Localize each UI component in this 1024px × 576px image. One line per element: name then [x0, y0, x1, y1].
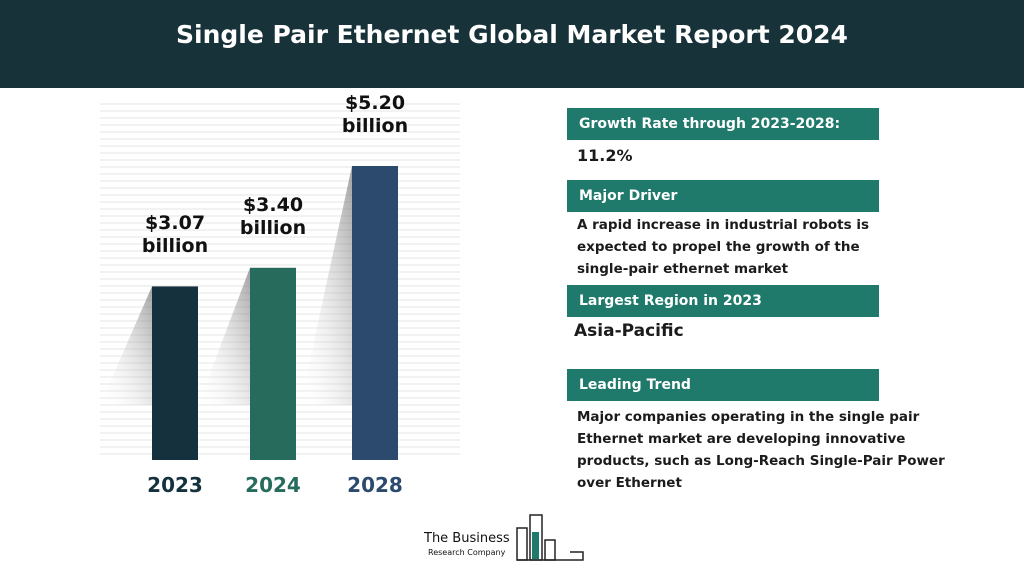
- title: Single Pair Ethernet Global Market Repor…: [176, 20, 848, 49]
- panel-text: Asia-Pacific: [574, 321, 684, 341]
- panel-text: A rapid increase in industrial robots is…: [577, 217, 870, 277]
- value-label: $5.20 billion: [341, 92, 409, 137]
- panel-text: 11.2%: [577, 146, 633, 165]
- x-tick-label: 2028: [347, 473, 403, 497]
- bar: [152, 286, 198, 460]
- bar-shadow: [100, 286, 152, 405]
- panel-heading: Leading Trend: [567, 369, 879, 401]
- panel-heading: Largest Region in 2023: [567, 285, 879, 317]
- value-label: $3.07 billion: [141, 212, 209, 258]
- panel-text: Major companies operating in the single …: [577, 409, 945, 491]
- header: [0, 0, 1024, 88]
- panel-heading: Major Driver: [567, 180, 879, 212]
- bar-shadow: [198, 267, 250, 405]
- logo-sub: Research Company: [428, 548, 506, 557]
- bar-shadow: [300, 166, 352, 405]
- panel-heading: Growth Rate through 2023-2028:: [567, 108, 879, 140]
- bar: [352, 166, 398, 460]
- bar: [250, 267, 296, 460]
- logo-icon: [516, 514, 584, 561]
- x-tick-label: 2024: [245, 473, 301, 497]
- x-tick-label: 2023: [147, 473, 203, 497]
- value-label: $3.40 billion: [239, 193, 307, 239]
- logo-name: The Business: [424, 531, 510, 546]
